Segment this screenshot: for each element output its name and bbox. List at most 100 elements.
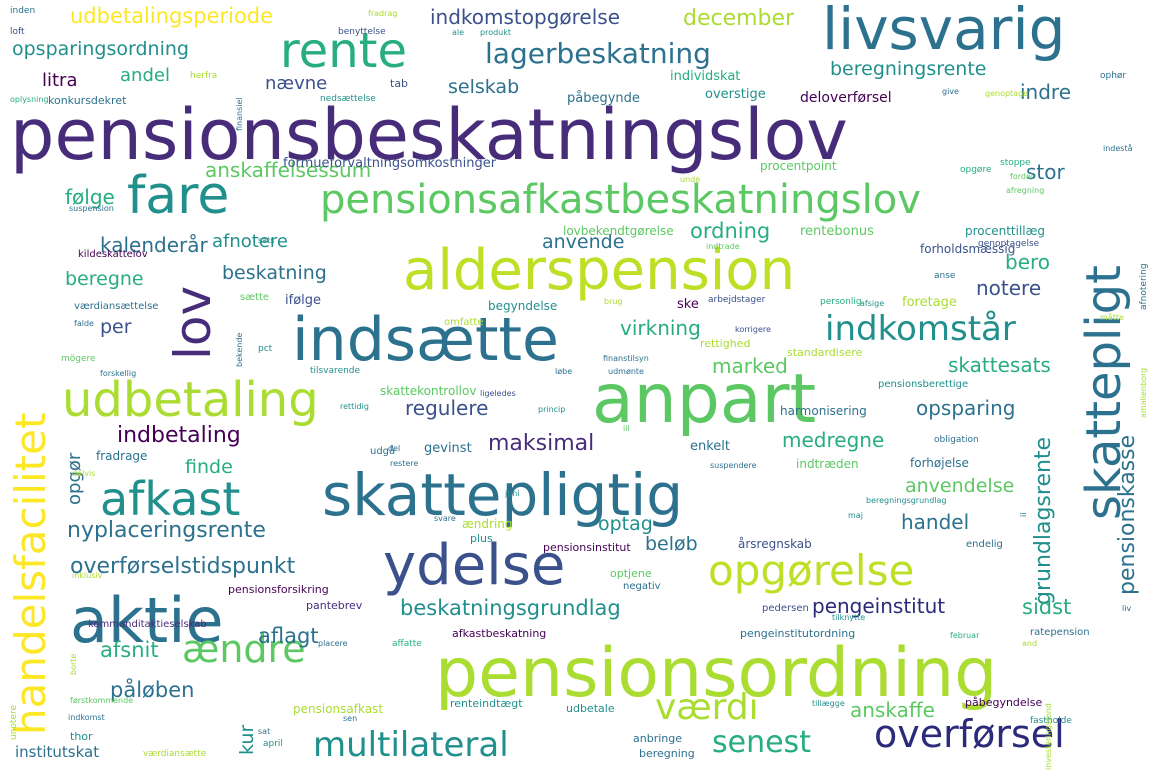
word: ændring bbox=[462, 517, 513, 531]
word: ii bbox=[1019, 512, 1028, 517]
word: indtrade bbox=[706, 242, 740, 251]
word: afsnit bbox=[100, 638, 159, 662]
word: stor bbox=[1026, 160, 1065, 184]
word: handelsfacilitet bbox=[6, 412, 55, 735]
word: opgørelse bbox=[708, 546, 915, 595]
word: lov bbox=[164, 285, 222, 360]
word: formueforvaltningsomkostninger bbox=[283, 156, 497, 171]
word: opgør bbox=[64, 452, 85, 505]
word: iii bbox=[623, 424, 630, 433]
word: tilsvarende bbox=[310, 366, 361, 376]
word: falde bbox=[74, 319, 94, 328]
word: loft bbox=[10, 27, 25, 37]
word: afkastbeskatning bbox=[452, 627, 547, 640]
word: påbegynde bbox=[567, 91, 640, 106]
word: anskaffe bbox=[850, 698, 935, 722]
word: ratepension bbox=[1030, 627, 1090, 638]
word: pct bbox=[258, 344, 273, 354]
word: rente bbox=[280, 23, 407, 79]
word: indkomst bbox=[68, 713, 105, 722]
word: produkt bbox=[480, 28, 512, 37]
word: renteindtægt bbox=[450, 697, 523, 710]
word: negativ bbox=[623, 581, 661, 592]
word: førstkommende bbox=[70, 696, 134, 705]
word: notere bbox=[976, 276, 1042, 300]
word: indbetaling bbox=[117, 423, 241, 448]
word: borte bbox=[69, 653, 78, 675]
word: ale bbox=[452, 28, 465, 37]
word: pensionsberettige bbox=[878, 379, 969, 390]
word: pedersen bbox=[762, 603, 809, 614]
word: thor bbox=[70, 730, 93, 743]
word: årsregnskab bbox=[738, 537, 812, 551]
word: stoppe bbox=[1000, 158, 1031, 168]
word: indkomstår bbox=[825, 309, 1016, 349]
word: andel bbox=[120, 65, 170, 86]
word: placere bbox=[318, 639, 348, 648]
word: sætte bbox=[240, 292, 270, 303]
word: fradrage bbox=[96, 449, 148, 463]
word: maj bbox=[848, 511, 863, 520]
word: liv bbox=[1122, 604, 1132, 613]
word: rettighed bbox=[700, 337, 751, 350]
word: tilknytte bbox=[832, 613, 866, 622]
word: optag bbox=[598, 513, 653, 535]
word: anbringe bbox=[633, 732, 682, 745]
word: investeringsfond bbox=[1044, 703, 1053, 770]
word: rettidig bbox=[340, 402, 369, 411]
word: opsparing bbox=[916, 396, 1016, 420]
word: gevinst bbox=[424, 441, 472, 456]
word: kur bbox=[236, 724, 258, 755]
word: unde bbox=[680, 175, 701, 184]
word: mögere bbox=[61, 354, 96, 364]
word: individskat bbox=[670, 69, 741, 84]
word: korrigere bbox=[735, 325, 771, 334]
word: sats bbox=[258, 236, 275, 245]
word: værdi bbox=[655, 687, 759, 728]
word: pensionsinstitut bbox=[543, 541, 631, 554]
word: nyplaceringsrente bbox=[67, 518, 266, 543]
word: virkning bbox=[620, 316, 701, 340]
word: omfatte bbox=[444, 317, 484, 328]
word: genoptage bbox=[985, 89, 1029, 98]
word: ifølge bbox=[285, 293, 322, 308]
word: maksimal bbox=[488, 431, 595, 456]
word: konkursdekret bbox=[48, 94, 127, 107]
word: selskab bbox=[448, 76, 520, 98]
word: ske bbox=[677, 297, 699, 312]
word: løbe bbox=[555, 367, 573, 376]
word: bekende bbox=[235, 332, 244, 367]
word: arbejdstager bbox=[708, 295, 766, 305]
word: grundlagsrente bbox=[1031, 436, 1056, 605]
word: nævne bbox=[265, 73, 328, 94]
word: opgøre bbox=[960, 165, 992, 175]
word: afsige bbox=[860, 299, 885, 308]
word: tillægge bbox=[812, 699, 845, 708]
word: pensionsordning bbox=[435, 634, 998, 713]
word: suspendere bbox=[710, 461, 757, 470]
word: forhøjelse bbox=[910, 456, 969, 470]
word: medregne bbox=[782, 428, 885, 452]
word: delvis bbox=[72, 469, 96, 478]
word: opsparingsordning bbox=[12, 38, 189, 60]
word: rentebonus bbox=[800, 224, 874, 239]
word: april bbox=[263, 739, 283, 749]
word: kalenderår bbox=[100, 233, 208, 257]
word: beregne bbox=[65, 268, 144, 290]
word: marked bbox=[712, 354, 788, 378]
word: pensionsafkast bbox=[293, 702, 384, 716]
word: kildeskattelov bbox=[78, 249, 148, 260]
word: indestå bbox=[1103, 144, 1133, 153]
word: udbetalingsperiode bbox=[70, 4, 274, 28]
word: beskatningsgrundlag bbox=[400, 596, 621, 620]
word: indkomstopgørelse bbox=[430, 5, 621, 29]
word: and bbox=[1022, 639, 1038, 648]
word: inden bbox=[10, 6, 36, 16]
word: beløb bbox=[645, 533, 698, 555]
word: ordning bbox=[690, 219, 771, 243]
word: pengeinstitut bbox=[812, 594, 946, 618]
word: påløben bbox=[110, 678, 195, 702]
word: påbegyndelse bbox=[965, 696, 1043, 709]
word: udgå bbox=[370, 446, 396, 457]
word: anvende bbox=[542, 231, 625, 253]
